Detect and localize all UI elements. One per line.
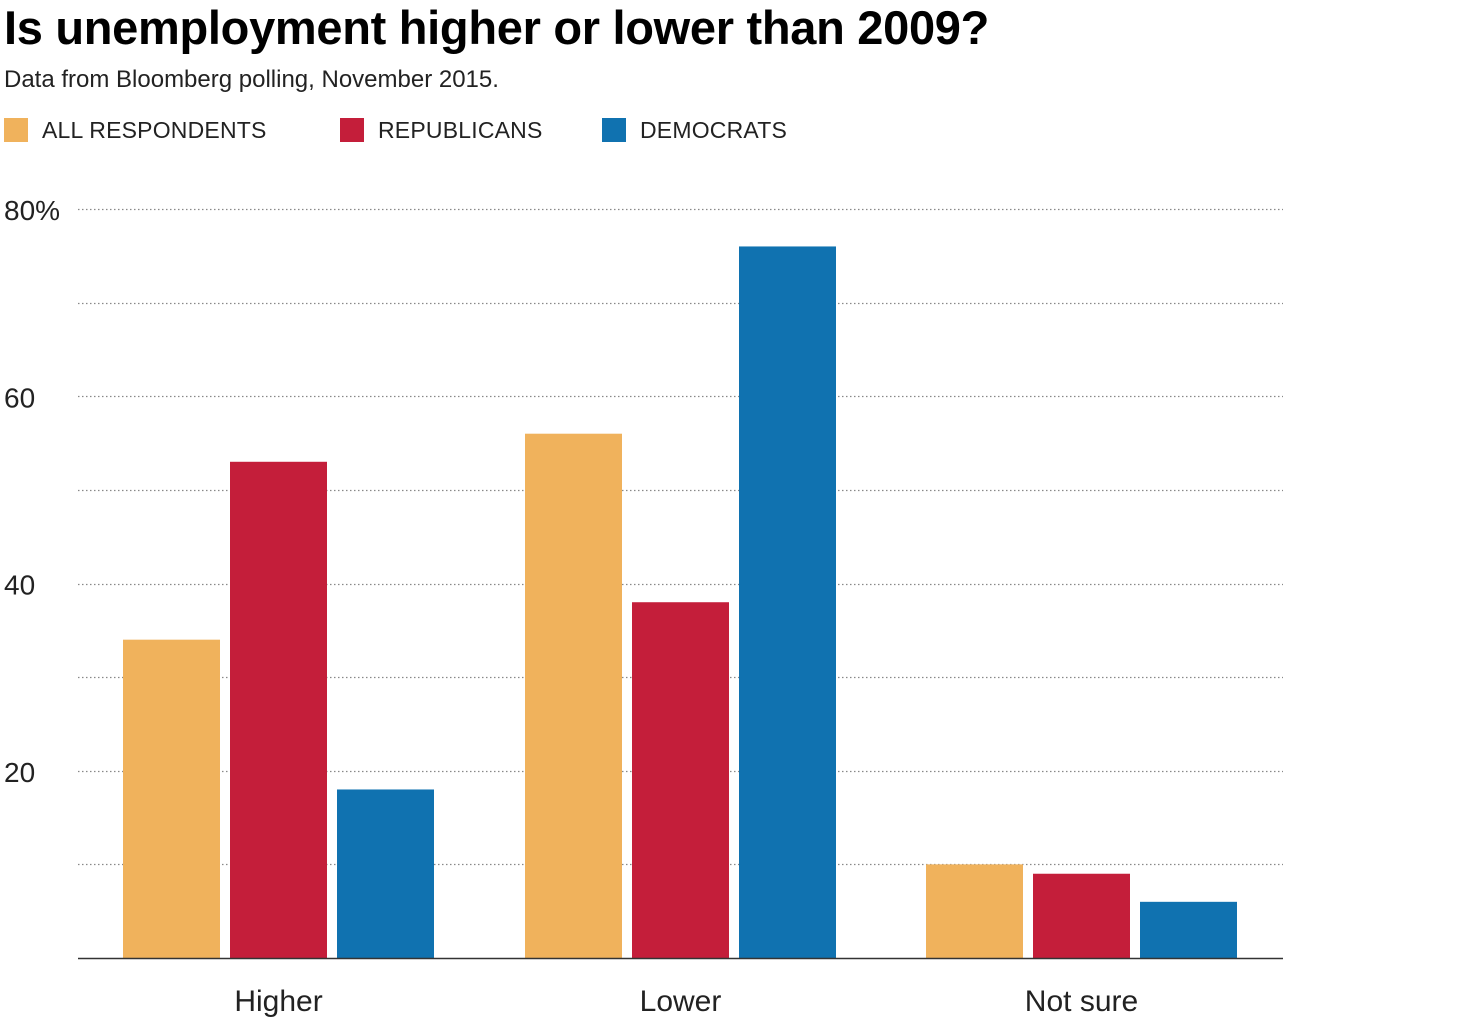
bar-not-sure-all-respondents [926,864,1023,958]
bars [123,246,1237,958]
chart-subtitle: Data from Bloomberg polling, November 20… [4,66,499,93]
bar-higher-all-respondents [123,639,220,958]
y-axis-tick-labels: 20 40 60 80% [4,195,60,788]
y-tick-label: 80% [4,195,60,226]
legend-item-all-respondents: ALL RESPONDENTS [4,115,267,145]
x-tick-label: Higher [234,985,322,1018]
x-tick-label: Not sure [1025,985,1138,1018]
legend-label-all-respondents: ALL RESPONDENTS [42,117,267,143]
x-axis-tick-labels: Higher Lower Not sure [234,985,1138,1018]
chart-legend: ALL RESPONDENTS REPUBLICANS DEMOCRATS [4,115,904,145]
legend-swatch-republicans [340,118,364,142]
bar-not-sure-republicans [1033,873,1130,958]
bar-lower-all-respondents [525,433,622,958]
y-tick-label: 60 [4,382,35,413]
bar-lower-democrats [739,246,836,958]
x-tick-label: Lower [640,985,722,1018]
legend-label-democrats: DEMOCRATS [640,117,788,143]
bar-lower-republicans [632,602,729,958]
y-tick-label: 40 [4,570,35,601]
bar-not-sure-democrats [1140,901,1237,958]
legend-label-republicans: REPUBLICANS [378,117,543,143]
chart-title: Is unemployment higher or lower than 200… [4,1,990,54]
y-tick-label: 20 [4,757,35,788]
legend-item-democrats: DEMOCRATS [602,115,787,145]
legend-swatch-all-respondents [4,118,28,142]
legend-swatch-democrats [602,118,626,142]
bar-higher-republicans [230,461,327,958]
bar-higher-democrats [337,789,434,958]
legend-item-republicans: REPUBLICANS [340,115,543,145]
